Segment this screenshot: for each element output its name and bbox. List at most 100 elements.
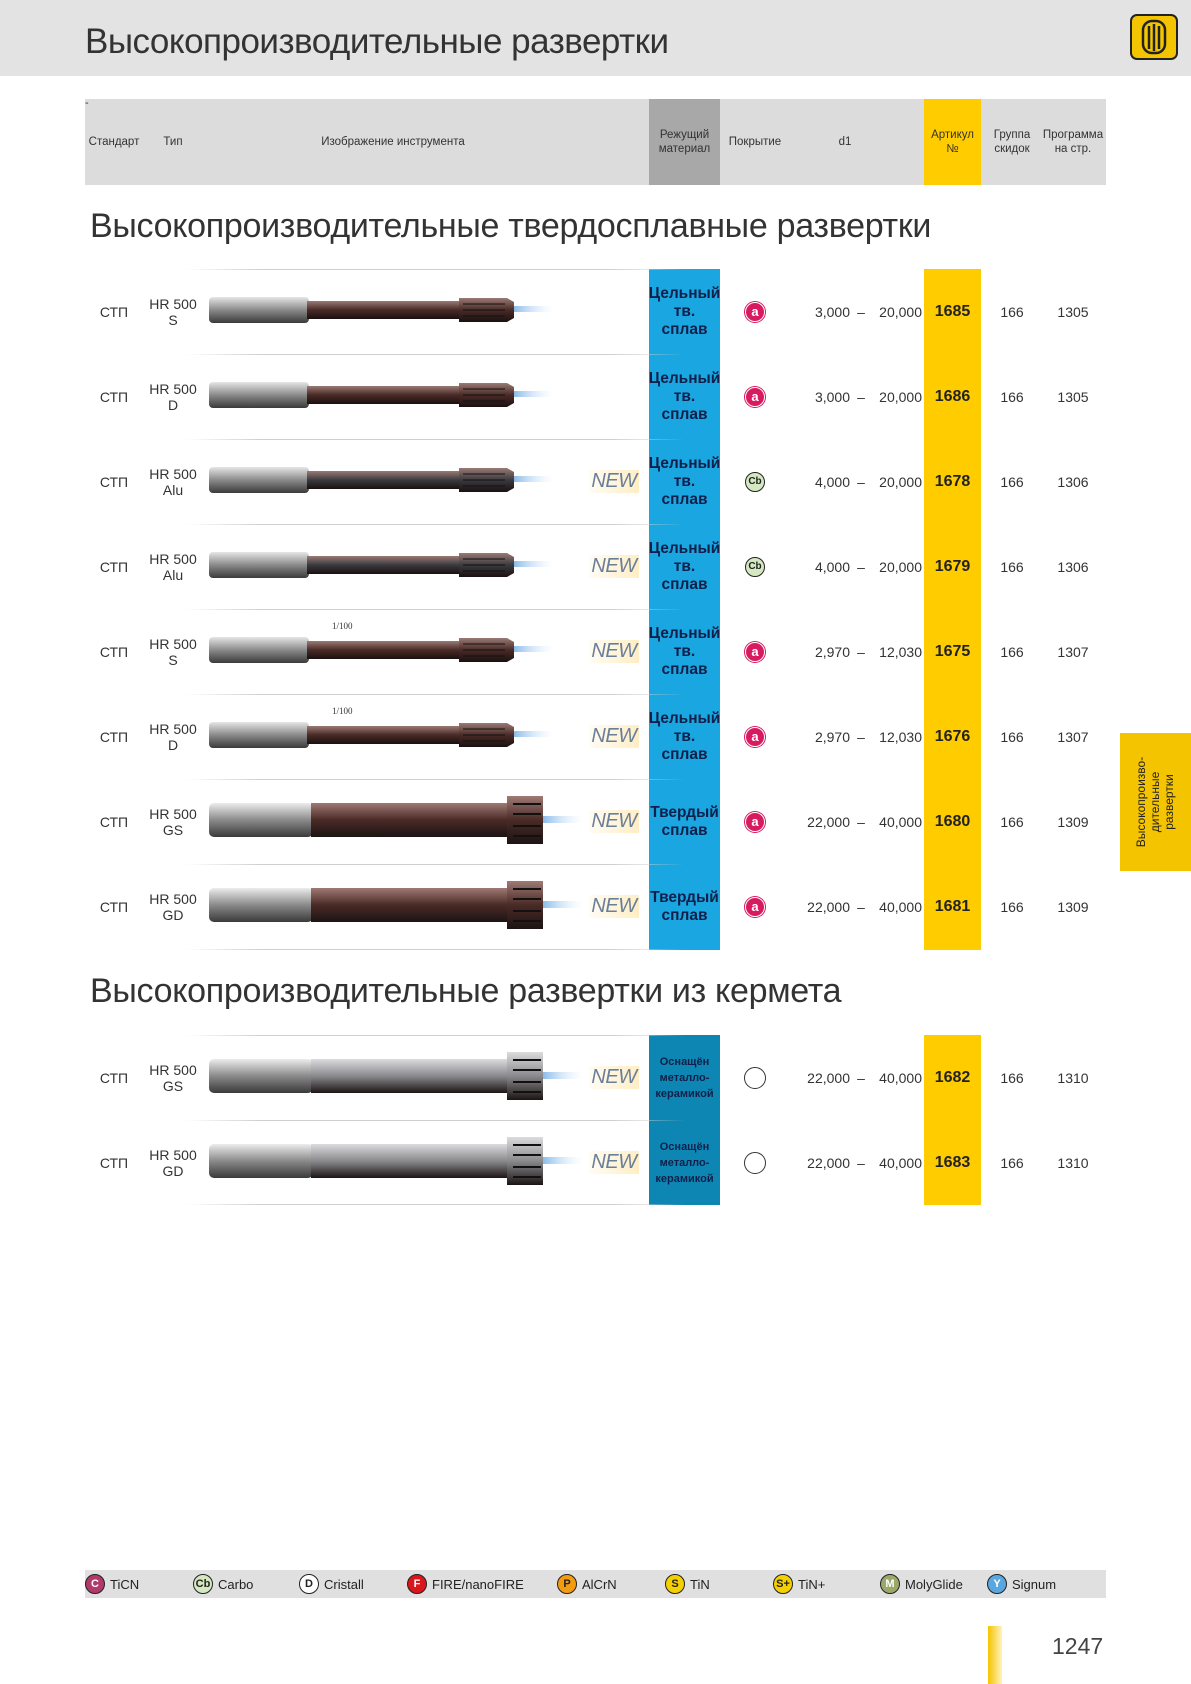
d1-dash: – [857, 643, 865, 660]
d1-to: 40,000 [879, 898, 922, 915]
col-d1: d1 [838, 136, 852, 148]
program-cell[interactable]: 1309 [1057, 898, 1089, 915]
d1-dash: – [857, 558, 865, 575]
col-program: Программа на стр. [1042, 129, 1104, 155]
program-cell[interactable]: 1306 [1057, 558, 1089, 575]
tool-image [207, 524, 587, 614]
coating-cristall-icon: D [299, 1574, 319, 1594]
material-cell: Цельный тв. сплав [648, 369, 721, 423]
standard-cell: СТП [99, 1069, 129, 1086]
program-cell[interactable]: 1310 [1057, 1069, 1089, 1086]
article-cell[interactable]: 1676 [934, 727, 971, 745]
article-cell[interactable]: 1679 [934, 557, 971, 575]
standard-cell: СТП [99, 473, 129, 490]
program-cell[interactable]: 1309 [1057, 813, 1089, 830]
coating-carbo-icon: Cb [193, 1574, 213, 1594]
standard-cell: СТП [99, 388, 129, 405]
coating-signum-icon: Y [987, 1574, 1007, 1594]
d1-to: 40,000 [879, 1154, 922, 1171]
taper-label: 1/100 [332, 706, 353, 716]
row-divider [185, 1035, 685, 1036]
d1-dash: – [857, 1069, 865, 1086]
program-cell[interactable]: 1305 [1057, 303, 1089, 320]
legend-label: TiN [690, 1576, 710, 1592]
standard-cell: СТП [99, 558, 129, 575]
material-cell: Оснащён металло- керамикой [655, 1055, 714, 1100]
program-cell[interactable]: 1307 [1057, 643, 1089, 660]
legend-label: AlCrN [582, 1576, 617, 1592]
d1-dash: – [857, 388, 865, 405]
col-material: Режущий материал [649, 99, 720, 185]
coating-legend: C TiCN Cb Carbo D Cristall F FIRE/nanoFIRE P AlCr… [85, 1570, 1106, 1598]
discount-cell: 166 [1000, 1069, 1024, 1086]
program-cell[interactable]: 1306 [1057, 473, 1089, 490]
d1-from: 22,000 [807, 813, 850, 830]
article-cell[interactable]: 1685 [934, 302, 971, 320]
article-cell[interactable]: 1686 [934, 387, 971, 405]
program-cell[interactable]: 1310 [1057, 1154, 1089, 1171]
article-cell[interactable]: 1681 [934, 897, 971, 915]
legend-label: Signum [1012, 1576, 1057, 1592]
legend-item: Cb Carbo [193, 1570, 253, 1598]
chapter-side-tab[interactable]: Высокопроизво- дительные развертки [1120, 733, 1191, 871]
coating-cell: a [740, 864, 770, 949]
coating-cell: a [740, 779, 770, 864]
article-cell[interactable]: 1683 [934, 1153, 971, 1171]
table-row: СТП HR 500 GS NEW [85, 1035, 1106, 1120]
legend-label: TiN+ [798, 1576, 826, 1592]
discount-cell: 166 [1000, 1154, 1024, 1171]
tool-image [207, 779, 587, 869]
table-row: СТП HR 500 D [85, 354, 1106, 439]
discount-cell: 166 [1000, 898, 1024, 915]
d1-to: 40,000 [879, 1069, 922, 1086]
type-cell: HR 500 D [149, 720, 197, 753]
col-image: Изображение инструмента [321, 136, 465, 148]
section-title-cermet: Высокопроизводительные развертки из керм… [90, 972, 842, 1010]
article-cell[interactable]: 1675 [934, 642, 971, 660]
d1-dash: – [857, 898, 865, 915]
d1-dash: – [857, 728, 865, 745]
article-cell[interactable]: 1678 [934, 472, 971, 490]
d1-to: 12,030 [879, 643, 922, 660]
tool-image [207, 609, 587, 699]
article-cell[interactable]: 1680 [934, 812, 971, 830]
new-badge: NEW [589, 895, 639, 918]
new-badge: NEW [589, 640, 639, 663]
d1-to: 20,000 [879, 388, 922, 405]
standard-cell: СТП [99, 1154, 129, 1171]
coating-firenanofire-icon: F [407, 1574, 427, 1594]
col-article: Артикул № [924, 99, 981, 185]
new-badge: NEW [589, 725, 639, 748]
d1-from: 22,000 [807, 1069, 850, 1086]
coating-a-icon: a [745, 726, 765, 747]
type-cell: HR 500 GS [149, 1061, 197, 1094]
row-divider [185, 354, 685, 355]
program-cell[interactable]: 1307 [1057, 728, 1089, 745]
tool-image [207, 694, 587, 784]
discount-cell: 166 [1000, 473, 1024, 490]
d1-dash: – [857, 473, 865, 490]
new-badge: NEW [589, 470, 639, 493]
d1-to: 20,000 [879, 473, 922, 490]
header-dash: - [85, 97, 89, 109]
material-cell: Твердый сплав [650, 888, 719, 924]
type-cell: HR 500 S [149, 295, 197, 328]
legend-item: P AlCrN [557, 1570, 617, 1598]
table-header: - Стандарт Тип Изображение инструмента Р… [85, 97, 1106, 185]
row-divider [185, 609, 685, 610]
article-cell[interactable]: 1682 [934, 1068, 971, 1086]
coating-cell: a [740, 269, 770, 354]
new-badge: NEW [589, 810, 639, 833]
program-cell[interactable]: 1305 [1057, 388, 1089, 405]
coating-alcrn-icon: P [557, 1574, 577, 1594]
type-cell: HR 500 Alu [149, 550, 197, 583]
legend-label: FIRE/nanoFIRE [432, 1576, 524, 1592]
coating-a-icon: a [745, 896, 765, 917]
d1-from: 2,970 [814, 643, 850, 660]
discount-cell: 166 [1000, 558, 1024, 575]
table-row: СТП HR 500 S [85, 609, 1106, 694]
legend-item: C TiCN [85, 1570, 139, 1598]
article-column-bar [924, 269, 981, 950]
page-title: Высокопроизводительные развертки [85, 22, 669, 61]
row-divider [185, 524, 685, 525]
